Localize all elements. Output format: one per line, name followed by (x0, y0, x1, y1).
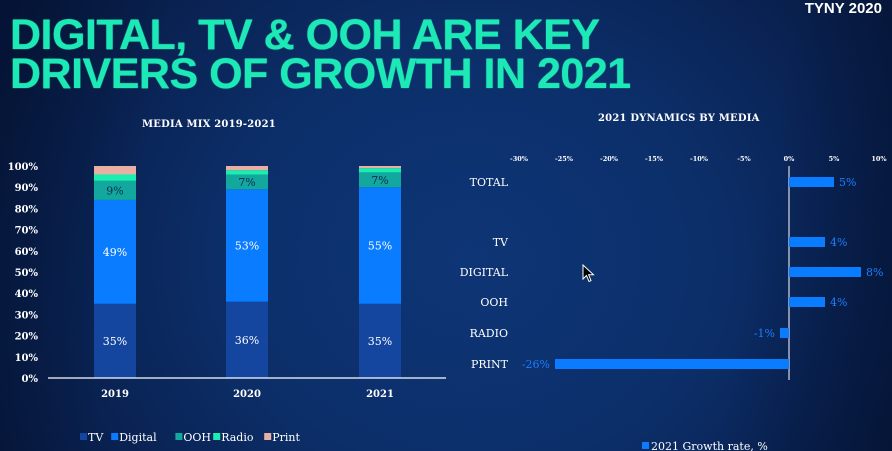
growth-bar-radio (780, 328, 789, 338)
y-tick-label: 30% (15, 310, 39, 321)
y-tick-label: 0% (22, 374, 39, 385)
growth-value-label: 4% (830, 236, 847, 249)
bar-segment-tv-2021 (359, 303, 401, 378)
bar-value-label: 36% (235, 334, 259, 347)
legend-swatch-print (264, 433, 272, 440)
growth-value-label: 8% (866, 266, 883, 279)
bar-segment-print-2020 (226, 166, 268, 171)
legend-label-growth: 2021 Growth rate, % (651, 440, 768, 451)
growth-bar-digital (789, 267, 861, 277)
bar-segment-ooh-2020 (226, 174, 268, 190)
x-tick-label: 5% (829, 155, 841, 163)
media-mix-chart-title: MEDIA MIX 2019-2021 (142, 119, 276, 130)
bar-value-label: 35% (103, 335, 127, 348)
mouse-cursor-icon (582, 264, 595, 283)
y-tick-label: 40% (15, 289, 39, 300)
bar-value-label: 53% (235, 240, 259, 253)
growth-bar-print (555, 359, 789, 369)
growth-value-label: 5% (839, 176, 856, 189)
x-tick-label: 2019 (101, 389, 129, 400)
bar-segment-print-2019 (94, 166, 136, 175)
growth-bar-total (789, 177, 834, 187)
bar-value-label: 55% (368, 240, 392, 253)
growth-bar-ooh (789, 297, 825, 307)
bar-value-label: 49% (103, 246, 127, 259)
legend-label-tv: TV (88, 431, 104, 444)
bar-value-label: 9% (106, 184, 123, 197)
bar-segment-tv-2019 (94, 303, 136, 378)
bar-segment-radio-2019 (94, 174, 136, 181)
y-tick-label: 100% (8, 162, 39, 173)
bar-segment-print-2021 (359, 166, 401, 169)
growth-value-label: -1% (754, 327, 775, 340)
x-tick-label: -15% (645, 155, 664, 163)
bar-value-label: 7% (371, 174, 388, 187)
bar-segment-ooh-2021 (359, 172, 401, 188)
category-label-print: PRINT (471, 358, 509, 371)
legend-swatch-growth (642, 442, 649, 449)
x-tick-label: 2021 (366, 389, 394, 400)
bar-segment-tv-2020 (226, 301, 268, 378)
legend-swatch-tv (80, 433, 87, 440)
legend-label-digital: Digital (119, 431, 157, 444)
legend-swatch-digital (111, 433, 119, 440)
growth-value-label: 4% (830, 296, 847, 309)
slide-title-line-1: DIGITAL, TV & OOH ARE KEY (10, 11, 600, 59)
x-tick-label: 10% (871, 155, 887, 163)
bar-value-label: 35% (368, 335, 392, 348)
brand-label: TYNY 2020 (804, 0, 882, 17)
y-tick-label: 70% (15, 226, 39, 237)
bar-value-label: 7% (238, 176, 255, 189)
category-label-tv: TV (493, 236, 509, 249)
y-tick-label: 90% (15, 183, 39, 194)
bar-segment-radio-2020 (226, 170, 268, 175)
x-tick-label: -5% (737, 155, 751, 163)
bar-segment-digital-2021 (359, 187, 401, 304)
dynamics-chart-title: 2021 DYNAMICS BY MEDIA (598, 113, 760, 124)
x-tick-label: 0% (784, 155, 796, 163)
legend-label-print: Print (272, 431, 300, 444)
legend-swatch-radio (213, 433, 221, 440)
x-tick-label: -25% (555, 155, 574, 163)
category-label-radio: RADIO (470, 327, 508, 340)
legend-swatch-ooh (175, 433, 183, 440)
category-label-digital: DIGITAL (460, 266, 509, 279)
bar-segment-ooh-2019 (94, 180, 136, 200)
growth-value-label: -26% (522, 358, 550, 371)
category-label-total: TOTAL (470, 176, 509, 189)
y-tick-label: 20% (15, 332, 39, 343)
y-tick-label: 60% (15, 247, 39, 258)
slide-title: DIGITAL, TV & OOH ARE KEY DRIVERS OF GRO… (10, 11, 631, 98)
legend-label-ooh: OOH (183, 431, 211, 444)
legend-label-radio: Radio (221, 431, 254, 444)
category-label-ooh: OOH (480, 296, 508, 309)
y-tick-label: 10% (15, 353, 39, 364)
bar-segment-digital-2019 (94, 199, 136, 304)
y-tick-label: 80% (15, 204, 39, 215)
slide-title-line-2: DRIVERS OF GROWTH IN 2021 (10, 50, 631, 98)
x-tick-label: -10% (690, 155, 709, 163)
bar-segment-digital-2020 (226, 189, 268, 302)
growth-bar-tv (789, 237, 825, 247)
x-tick-label: -30% (510, 155, 529, 163)
x-tick-label: -20% (600, 155, 619, 163)
y-tick-label: 50% (15, 268, 39, 279)
x-tick-label: 2020 (233, 389, 261, 400)
bar-segment-radio-2021 (359, 168, 401, 173)
